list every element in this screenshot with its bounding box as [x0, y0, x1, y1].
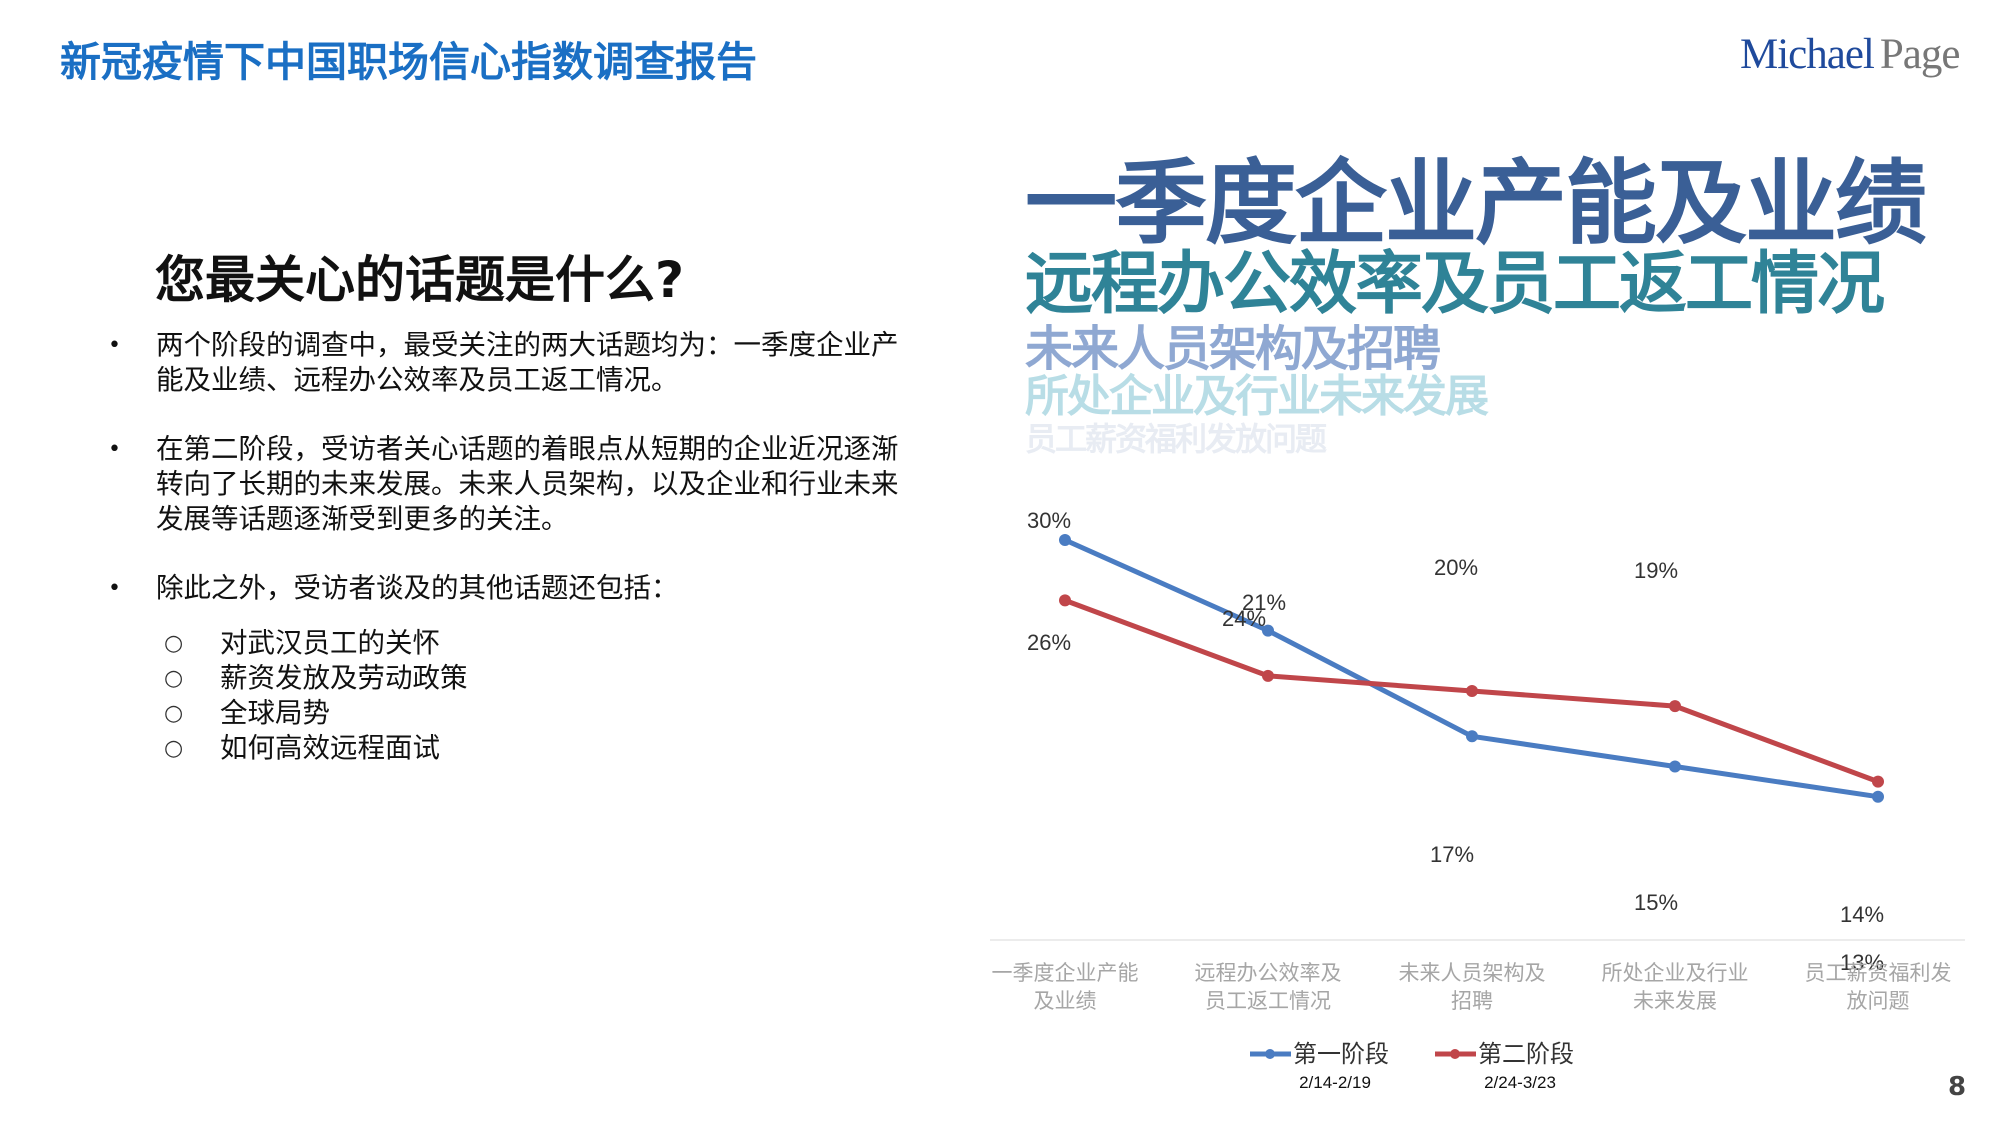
- data-point-marker: [1669, 760, 1681, 773]
- circle-bullet-icon: ○: [164, 631, 184, 656]
- data-label: 13%: [1840, 950, 1884, 975]
- data-point-marker: [1059, 534, 1071, 546]
- legend-period: 2/24-3/23: [1484, 1073, 1556, 1090]
- data-label: 17%: [1430, 842, 1474, 867]
- line-chart: 30% 24% 17% 15% 13% 26% 21% 20% 19% 14% 一季度企业产能 及业绩…: [980, 490, 1980, 1092]
- data-label: 21%: [1242, 590, 1286, 615]
- sub-item: ○ 对武汉员工的关怀: [164, 626, 908, 661]
- category-label: 及业绩: [1034, 989, 1097, 1013]
- category-label: 员工薪资福利发: [1805, 961, 1952, 985]
- sub-item: ○ 薪资发放及劳动政策: [164, 661, 908, 696]
- data-label: 26%: [1027, 630, 1071, 655]
- section-title: 您最关心的话题是什么?: [155, 251, 685, 309]
- logo-michael: Michael: [1740, 31, 1875, 78]
- category-label: 员工返工情况: [1205, 989, 1331, 1013]
- category-label: 放问题: [1847, 989, 1910, 1013]
- data-label: 15%: [1634, 890, 1678, 915]
- data-label: 19%: [1634, 558, 1678, 583]
- data-label: 30%: [1027, 508, 1071, 533]
- michael-page-logo: Michael Page: [1740, 30, 1961, 79]
- bullet-text: 在第二阶段，受访者关心话题的着眼点从短期的企业近况逐渐转向了长期的未来发展。未来…: [156, 433, 899, 535]
- bullet-dot-icon: •: [108, 437, 121, 462]
- data-point-marker: [1262, 624, 1274, 637]
- word-cloud-term: 所处企业及行业未来发展: [1025, 371, 1489, 422]
- data-point-marker: [1059, 594, 1071, 607]
- category-label: 未来人员架构及: [1399, 961, 1546, 985]
- logo-page: Page: [1879, 31, 1961, 78]
- bullet-item: • 在第二阶段，受访者关心话题的着眼点从短期的企业近况逐渐转向了长期的未来发展。…: [108, 432, 908, 537]
- word-cloud-term: 员工薪资福利发放问题: [1025, 420, 1327, 458]
- category-label: 未来发展: [1633, 989, 1717, 1013]
- page-number: 8: [1948, 1072, 1967, 1102]
- data-point-marker: [1872, 775, 1884, 788]
- sub-bullet-list: ○ 对武汉员工的关怀 ○ 薪资发放及劳动政策 ○ 全球局势 ○ 如何高效远程面试: [108, 626, 908, 766]
- data-point-marker: [1872, 790, 1884, 803]
- sub-item-text: 全球局势: [220, 697, 330, 729]
- data-label: 14%: [1840, 902, 1884, 927]
- bullet-dot-icon: •: [108, 333, 121, 358]
- word-cloud-term: 远程办公效率及员工返工情况: [1025, 245, 1885, 324]
- data-point-marker: [1669, 700, 1681, 713]
- circle-bullet-icon: ○: [164, 701, 184, 726]
- sub-item: ○ 如何高效远程面试: [164, 731, 908, 766]
- word-cloud-term: 一季度企业产能及业绩: [1025, 150, 1927, 257]
- bullet-text: 两个阶段的调查中，最受关注的两大话题均为：一季度企业产能及业绩、远程办公效率及员…: [156, 329, 899, 396]
- data-point-marker: [1262, 669, 1274, 682]
- category-label: 所处企业及行业: [1602, 961, 1749, 985]
- circle-bullet-icon: ○: [164, 736, 184, 761]
- legend-label: 第一阶段: [1293, 1040, 1389, 1068]
- category-label: 招聘: [1451, 989, 1493, 1013]
- data-point-marker: [1466, 685, 1478, 697]
- legend-marker: [1265, 1049, 1275, 1059]
- bullet-text: 除此之外，受访者谈及的其他话题还包括：: [156, 572, 679, 604]
- legend-period: 2/14-2/19: [1299, 1073, 1371, 1090]
- bullet-item: • 两个阶段的调查中，最受关注的两大话题均为：一季度企业产能及业绩、远程办公效率…: [108, 328, 908, 398]
- word-cloud-term: 未来人员架构及招聘: [1025, 321, 1441, 377]
- legend-label: 第二阶段: [1478, 1040, 1574, 1068]
- data-label: 20%: [1434, 555, 1478, 580]
- sub-item-text: 薪资发放及劳动政策: [220, 662, 468, 694]
- category-label: 一季度企业产能: [992, 961, 1139, 985]
- data-point-marker: [1466, 730, 1478, 743]
- word-cloud: 一季度企业产能及业绩 远程办公效率及员工返工情况 未来人员架构及招聘 所处企业及…: [1025, 150, 1927, 459]
- data-label: 24%: [1222, 606, 1266, 631]
- category-label: 远程办公效率及: [1195, 961, 1342, 985]
- sub-item: ○ 全球局势: [164, 696, 908, 731]
- report-title: 新冠疫情下中国职场信心指数调查报告: [60, 38, 757, 86]
- legend-marker: [1450, 1049, 1460, 1059]
- circle-bullet-icon: ○: [164, 666, 184, 691]
- bullet-list: • 两个阶段的调查中，最受关注的两大话题均为：一季度企业产能及业绩、远程办公效率…: [108, 328, 908, 766]
- bullet-dot-icon: •: [108, 576, 121, 601]
- sub-item-text: 对武汉员工的关怀: [220, 627, 440, 659]
- sub-item-text: 如何高效远程面试: [220, 732, 440, 764]
- line-chart-svg: 30% 24% 17% 15% 13% 26% 21% 20% 19% 14% 一季度企业产能及业绩…: [990, 508, 1965, 1092]
- bullet-item: • 除此之外，受访者谈及的其他话题还包括：: [108, 571, 908, 606]
